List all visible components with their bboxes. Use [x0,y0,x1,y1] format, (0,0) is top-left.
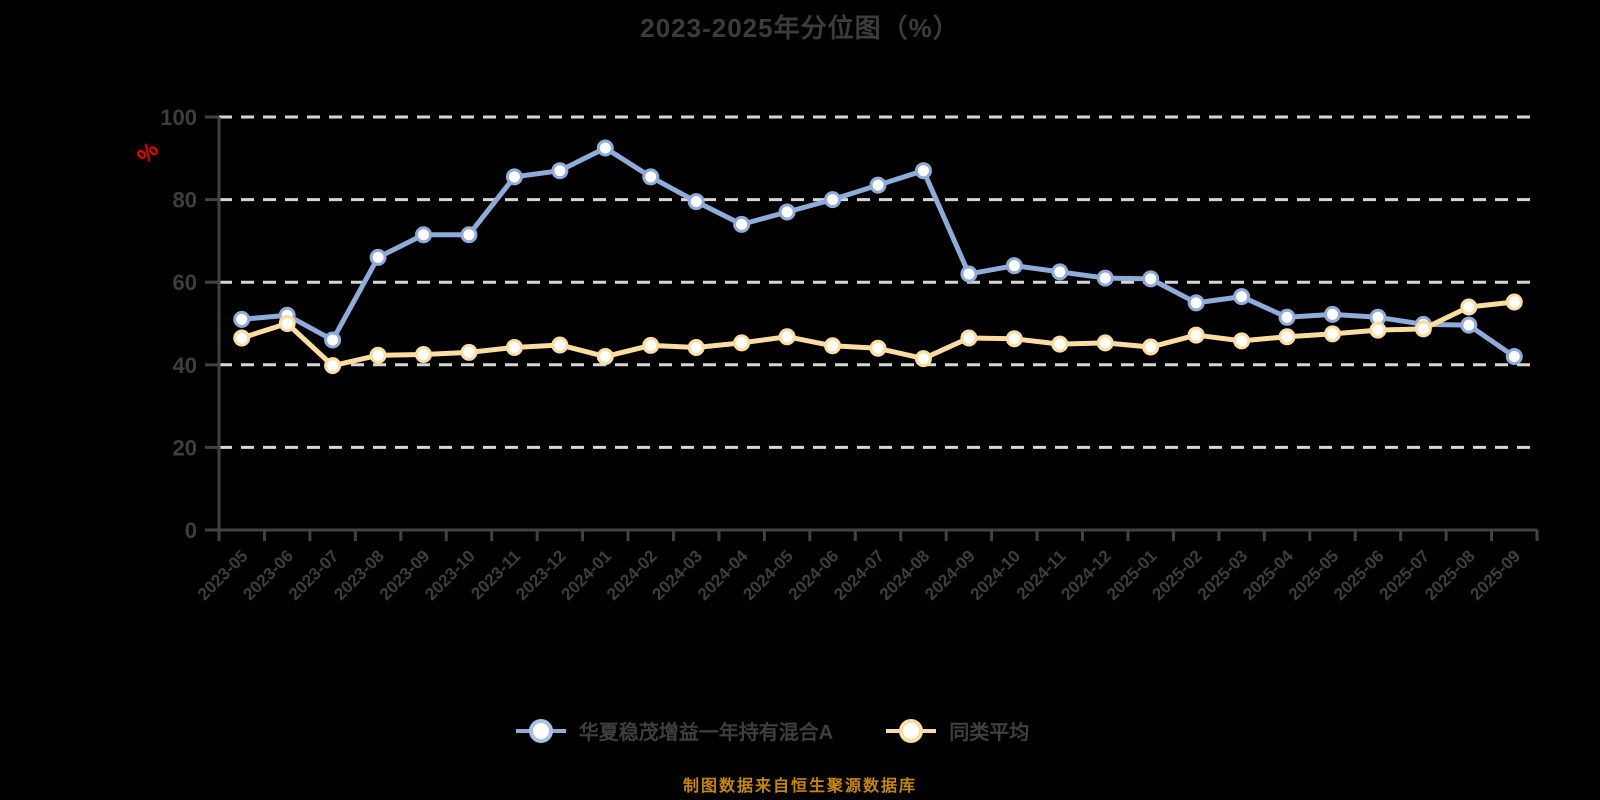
data-point[interactable] [596,348,614,366]
data-point[interactable] [914,350,932,368]
data-point[interactable] [505,168,523,186]
data-point[interactable] [1005,330,1023,348]
data-point[interactable] [642,168,660,186]
x-axis-tick-label: 2023-10 [421,546,479,604]
data-point[interactable] [324,357,342,375]
data-point[interactable] [733,215,751,233]
data-point[interactable] [1051,335,1069,353]
data-point[interactable] [1142,270,1160,288]
data-point[interactable] [369,248,387,266]
data-point[interactable] [460,343,478,361]
line-marker-icon [515,718,566,743]
data-point[interactable] [1505,348,1523,366]
data-point[interactable] [914,162,932,180]
y-axis-tick-label: 20 [173,435,197,460]
data-point[interactable] [778,203,796,221]
data-point[interactable] [1414,320,1432,338]
data-point[interactable] [1142,338,1160,356]
data-point[interactable] [1460,316,1478,334]
chart-title: 2023-2025年分位图（%） [640,13,960,43]
data-point[interactable] [1187,326,1205,344]
data-point[interactable] [642,336,660,354]
data-point[interactable] [415,226,433,244]
source-note: 制图数据来自恒生聚源数据库 [682,778,917,795]
x-axis-tick-label: 2024-10 [967,546,1025,604]
data-point[interactable] [415,345,433,363]
data-point[interactable] [1278,308,1296,326]
data-point[interactable] [1096,269,1114,287]
y-axis-tick-label: 0 [185,518,197,543]
data-point[interactable] [278,315,296,332]
data-point[interactable] [1187,294,1205,312]
data-point[interactable] [869,339,887,357]
data-point[interactable] [733,334,751,352]
data-point[interactable] [1278,328,1296,346]
x-axis-tick-label: 2025-09 [1467,546,1525,604]
data-point[interactable] [778,328,796,346]
data-point[interactable] [551,336,569,354]
data-point[interactable] [369,346,387,364]
data-point[interactable] [1233,332,1251,350]
line-marker-icon [886,718,937,743]
data-point[interactable] [687,193,705,211]
legend-item-category-average[interactable]: 同类平均 [885,716,1029,745]
data-point[interactable] [324,331,342,349]
y-axis-tick-label: 40 [173,353,197,378]
data-point[interactable] [1505,293,1523,311]
legend: 华夏稳茂增益一年持有混合A 同类平均 [0,716,1572,745]
data-point[interactable] [1323,305,1341,323]
data-point[interactable] [1460,298,1478,316]
data-point[interactable] [233,329,251,347]
legend-label-category-average: 同类平均 [949,722,1030,744]
data-point[interactable] [1323,325,1341,343]
legend-item-fund[interactable]: 华夏稳茂增益一年持有混合A [515,716,833,745]
data-point[interactable] [960,329,978,347]
data-point[interactable] [596,139,614,157]
data-point[interactable] [1233,288,1251,306]
data-point[interactable] [1096,334,1114,352]
data-point[interactable] [1051,263,1069,281]
data-point[interactable] [824,191,842,209]
data-point[interactable] [460,226,478,244]
y-axis-tick-label: 100 [160,105,197,130]
data-point[interactable] [1005,257,1023,275]
legend-label-fund: 华夏稳茂增益一年持有混合A [578,722,834,744]
y-axis-tick-label: 80 [173,188,197,213]
data-point[interactable] [687,338,705,356]
data-point[interactable] [551,162,569,180]
data-point[interactable] [233,310,251,328]
data-point[interactable] [824,337,842,355]
y-axis-tick-label: 60 [173,270,197,295]
data-point[interactable] [505,338,523,356]
data-point[interactable] [869,176,887,194]
data-point[interactable] [960,265,978,283]
data-point[interactable] [1369,321,1387,339]
